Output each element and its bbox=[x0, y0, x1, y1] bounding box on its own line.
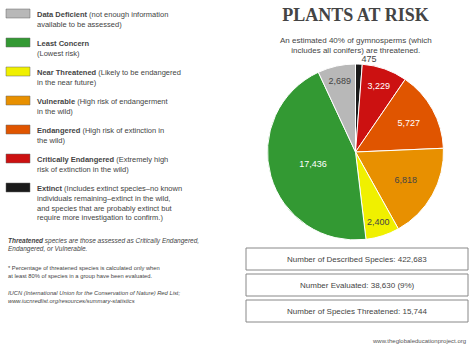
svg-text:Vulnerable (High risk of endan: Vulnerable (High risk of endangermentin … bbox=[37, 97, 169, 116]
svg-text:Number Evaluated: 38,630 (9%): Number Evaluated: 38,630 (9%) bbox=[300, 281, 415, 290]
svg-text:5,727: 5,727 bbox=[397, 118, 420, 128]
svg-text:17,436: 17,436 bbox=[299, 159, 327, 169]
svg-text:3,229: 3,229 bbox=[367, 81, 390, 91]
svg-text:Data Deficient (not enough inf: Data Deficient (not enough informationav… bbox=[37, 10, 168, 29]
svg-text:An estimated 40% of gymnosperm: An estimated 40% of gymnosperms (whichin… bbox=[280, 36, 432, 55]
svg-text:* Percentage of threatened spe: * Percentage of threatened species is ca… bbox=[8, 265, 160, 279]
svg-text:6,818: 6,818 bbox=[395, 175, 418, 185]
svg-text:PLANTS AT RISK: PLANTS AT RISK bbox=[282, 5, 428, 25]
svg-text:IUCN (International Union for: IUCN (International Union for the Conser… bbox=[8, 290, 180, 304]
svg-text:475: 475 bbox=[361, 54, 376, 64]
svg-text:Number of Species Threatened:: Number of Species Threatened: 15,744 bbox=[287, 307, 427, 316]
svg-text:2,400: 2,400 bbox=[367, 217, 390, 227]
svg-text:Near Threatened (Likely to be: Near Threatened (Likely to be endangered… bbox=[37, 68, 181, 87]
svg-text:2,689: 2,689 bbox=[329, 76, 352, 86]
svg-text:Least Concern(Lowest risk): Least Concern(Lowest risk) bbox=[37, 39, 90, 58]
svg-text:www.theglobaleducationproject.: www.theglobaleducationproject.org bbox=[372, 338, 466, 344]
svg-text:Number of Described Species: 4: Number of Described Species: 422,683 bbox=[287, 255, 427, 264]
svg-text:Threatened species are those a: Threatened species are those assessed as… bbox=[8, 237, 199, 253]
svg-text:Critically Endangered (Extreme: Critically Endangered (Extremely highris… bbox=[37, 155, 168, 174]
svg-text:Extinct (Includes extinct spec: Extinct (Includes extinct species–no kno… bbox=[37, 184, 182, 222]
svg-text:Endangered (High risk of extin: Endangered (High risk of extinction inth… bbox=[37, 126, 164, 145]
